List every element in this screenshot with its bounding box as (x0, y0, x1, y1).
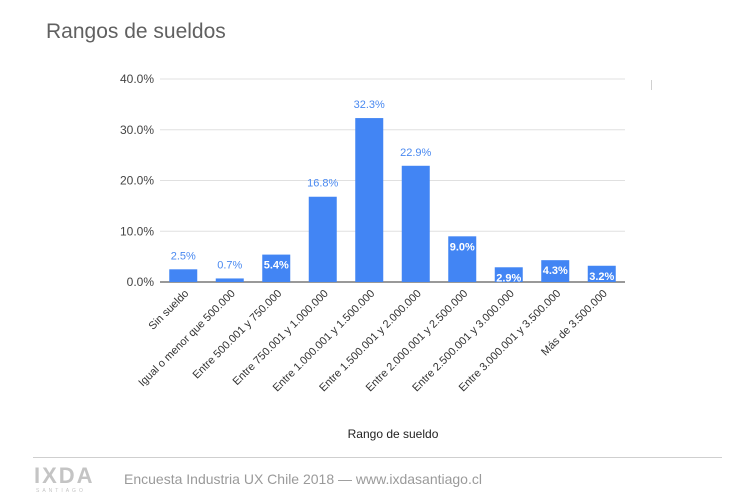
bar (355, 118, 384, 282)
x-tick-label: Entre 750.001 y 1.000.000 (231, 288, 331, 388)
data-label: 2.5% (171, 250, 196, 262)
data-label: 3.2% (589, 271, 614, 283)
bar (169, 269, 198, 282)
y-tick-label: 40.0% (120, 72, 154, 86)
plot-corner-mark (651, 80, 652, 90)
grid-lines (160, 78, 625, 283)
data-label: 16.8% (307, 178, 338, 190)
ixda-logo-subtitle: SANTIAGO (36, 488, 86, 494)
data-labels: 2.5% 0.7% 5.4% 16.8% 32.3% 22.9% 9.0% 2.9% 4.3% 3… (171, 99, 615, 284)
data-label: 32.3% (354, 99, 385, 111)
chart-title: Rangos de sueldos (46, 20, 226, 43)
bar (262, 254, 291, 282)
bar (494, 267, 523, 282)
data-label: 22.9% (400, 147, 431, 159)
y-axis-tick-labels: 0.0% 10.0% 20.0% 30.0% 40.0% (120, 72, 154, 289)
y-tick-label: 20.0% (120, 174, 154, 188)
footer-credit: Encuesta Industria UX Chile 2018 — www.i… (124, 471, 482, 487)
y-tick-label: 10.0% (120, 224, 154, 238)
footer-divider (33, 457, 722, 458)
bar (215, 278, 244, 282)
data-label: 9.0% (450, 241, 475, 253)
bar (587, 265, 616, 282)
data-label: 5.4% (264, 260, 289, 272)
data-label: 2.9% (496, 272, 521, 284)
y-tick-label: 0.0% (127, 275, 155, 289)
bar (308, 196, 337, 282)
bar (448, 236, 477, 282)
data-label: 0.7% (217, 259, 242, 271)
data-label: 4.3% (543, 265, 568, 277)
x-tick-label: Igual o menor que 500.000 (136, 288, 237, 389)
x-axis-title: Rango de sueldo (348, 427, 439, 441)
bar (541, 260, 570, 282)
bar (401, 165, 430, 282)
bars (169, 118, 616, 282)
x-tick-label: Entre 500.001 y 750.000 (191, 288, 285, 382)
x-tick-label: Sin sueldo (147, 288, 192, 333)
y-tick-label: 30.0% (120, 123, 154, 137)
ixda-logo: IXDA (34, 463, 95, 488)
